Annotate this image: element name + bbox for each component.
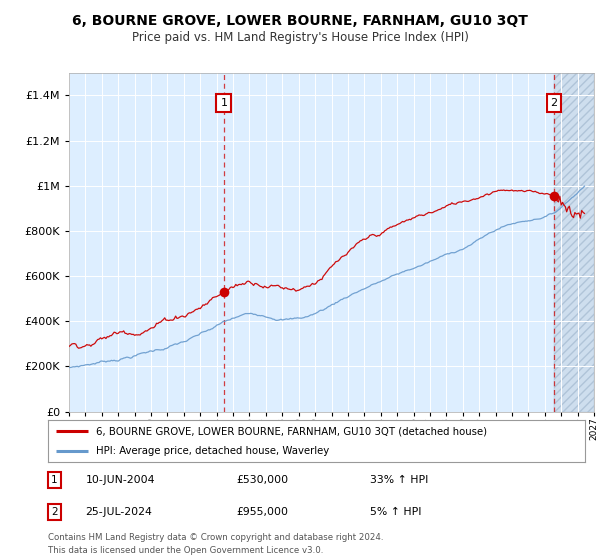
Text: Price paid vs. HM Land Registry's House Price Index (HPI): Price paid vs. HM Land Registry's House … xyxy=(131,31,469,44)
Text: 6, BOURNE GROVE, LOWER BOURNE, FARNHAM, GU10 3QT (detached house): 6, BOURNE GROVE, LOWER BOURNE, FARNHAM, … xyxy=(97,426,487,436)
Text: 6, BOURNE GROVE, LOWER BOURNE, FARNHAM, GU10 3QT: 6, BOURNE GROVE, LOWER BOURNE, FARNHAM, … xyxy=(72,14,528,28)
Text: 5% ↑ HPI: 5% ↑ HPI xyxy=(370,507,422,517)
Text: 33% ↑ HPI: 33% ↑ HPI xyxy=(370,475,428,485)
Text: HPI: Average price, detached house, Waverley: HPI: Average price, detached house, Wave… xyxy=(97,446,329,456)
Text: 25-JUL-2024: 25-JUL-2024 xyxy=(86,507,152,517)
Text: 2: 2 xyxy=(51,507,58,517)
Text: 10-JUN-2004: 10-JUN-2004 xyxy=(86,475,155,485)
Text: Contains HM Land Registry data © Crown copyright and database right 2024.
This d: Contains HM Land Registry data © Crown c… xyxy=(48,533,383,554)
Bar xyxy=(554,73,594,412)
Text: £955,000: £955,000 xyxy=(236,507,288,517)
Text: £530,000: £530,000 xyxy=(236,475,288,485)
Text: 1: 1 xyxy=(51,475,58,485)
Bar xyxy=(554,73,594,412)
Text: 2: 2 xyxy=(550,99,557,108)
Text: 1: 1 xyxy=(220,99,227,108)
